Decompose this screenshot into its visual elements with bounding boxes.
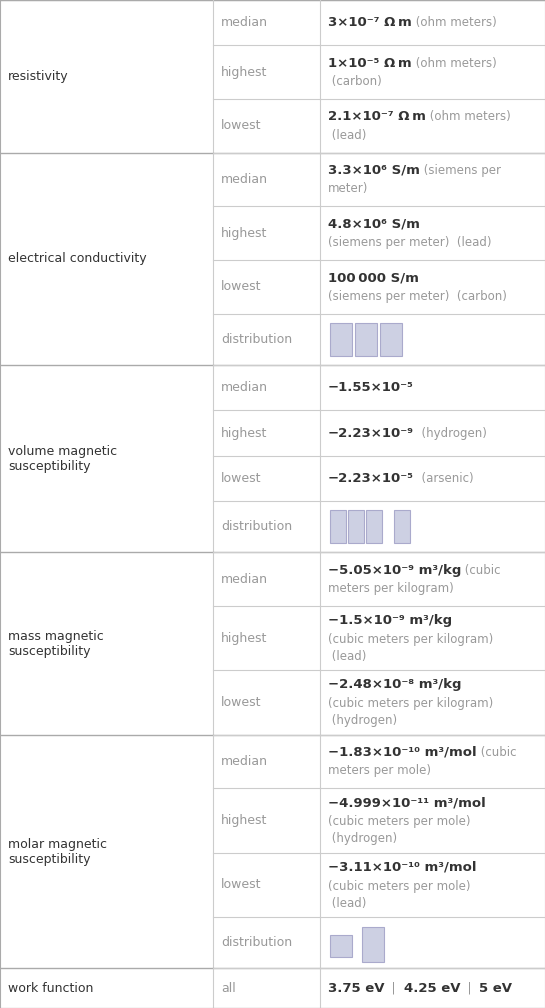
Text: (arsenic): (arsenic) (414, 472, 474, 485)
Text: −1.5×10⁻⁹ m³/kg: −1.5×10⁻⁹ m³/kg (328, 614, 452, 627)
Text: 3.3×10⁶ S/m: 3.3×10⁶ S/m (328, 164, 420, 177)
Text: highest: highest (221, 227, 268, 240)
Text: median: median (221, 573, 268, 586)
Text: 3.75 eV: 3.75 eV (328, 982, 385, 995)
Text: (siemens per: (siemens per (420, 164, 501, 177)
Text: (cubic: (cubic (477, 746, 516, 759)
Bar (394, 510, 410, 543)
Text: highest: highest (221, 426, 268, 439)
Text: (siemens per meter)  (lead): (siemens per meter) (lead) (328, 236, 492, 249)
Text: lowest: lowest (221, 280, 262, 293)
Text: −3.11×10⁻¹⁰ m³/mol: −3.11×10⁻¹⁰ m³/mol (328, 861, 476, 874)
Text: volume magnetic
susceptibility: volume magnetic susceptibility (8, 445, 117, 473)
Text: −2.23×10⁻⁹: −2.23×10⁻⁹ (328, 426, 414, 439)
Text: meter): meter) (328, 182, 368, 196)
Text: median: median (221, 755, 268, 768)
Text: (ohm meters): (ohm meters) (411, 56, 496, 70)
Text: (siemens per meter)  (carbon): (siemens per meter) (carbon) (328, 289, 507, 302)
Text: −2.23×10⁻⁵: −2.23×10⁻⁵ (328, 472, 414, 485)
Text: (cubic meters per kilogram): (cubic meters per kilogram) (328, 633, 493, 646)
Text: (cubic meters per mole): (cubic meters per mole) (328, 815, 470, 829)
Bar (362, 927, 384, 962)
Text: (ohm meters): (ohm meters) (426, 110, 511, 123)
Bar (348, 510, 364, 543)
Text: (lead): (lead) (328, 896, 366, 909)
Bar (355, 323, 377, 356)
Text: 2.1×10⁻⁷ Ω m: 2.1×10⁻⁷ Ω m (328, 110, 426, 123)
Bar (366, 510, 382, 543)
Text: distribution: distribution (221, 333, 292, 346)
Text: meters per kilogram): meters per kilogram) (328, 582, 454, 595)
Bar (330, 935, 352, 957)
Text: (cubic: (cubic (462, 563, 501, 577)
Text: molar magnetic
susceptibility: molar magnetic susceptibility (8, 838, 107, 866)
Text: lowest: lowest (221, 119, 262, 132)
Text: highest: highest (221, 814, 268, 828)
Text: lowest: lowest (221, 697, 262, 709)
Text: 4.8×10⁶ S/m: 4.8×10⁶ S/m (328, 218, 420, 231)
Text: 5 eV: 5 eV (479, 982, 512, 995)
Text: 4.25 eV: 4.25 eV (403, 982, 460, 995)
Text: (hydrogen): (hydrogen) (328, 714, 397, 727)
Bar (330, 323, 352, 356)
Text: (lead): (lead) (328, 128, 366, 141)
Text: (cubic meters per mole): (cubic meters per mole) (328, 880, 470, 893)
Text: lowest: lowest (221, 879, 262, 891)
Text: resistivity: resistivity (8, 70, 69, 83)
Text: distribution: distribution (221, 520, 292, 533)
Text: −4.999×10⁻¹¹ m³/mol: −4.999×10⁻¹¹ m³/mol (328, 796, 486, 809)
Text: (carbon): (carbon) (328, 75, 381, 88)
Text: −1.55×10⁻⁵: −1.55×10⁻⁵ (328, 381, 414, 394)
Text: −2.48×10⁻⁸ m³/kg: −2.48×10⁻⁸ m³/kg (328, 678, 462, 691)
Text: (ohm meters): (ohm meters) (412, 16, 496, 29)
Text: −1.83×10⁻¹⁰ m³/mol: −1.83×10⁻¹⁰ m³/mol (328, 746, 477, 759)
Text: |: | (385, 982, 403, 995)
Text: (lead): (lead) (328, 650, 366, 662)
Text: lowest: lowest (221, 472, 262, 485)
Text: median: median (221, 381, 268, 394)
Text: −5.05×10⁻⁹ m³/kg: −5.05×10⁻⁹ m³/kg (328, 563, 462, 577)
Text: 100 000 S/m: 100 000 S/m (328, 271, 419, 284)
Text: distribution: distribution (221, 936, 292, 950)
Text: |: | (460, 982, 479, 995)
Text: highest: highest (221, 66, 268, 79)
Text: (cubic meters per kilogram): (cubic meters per kilogram) (328, 698, 493, 711)
Text: median: median (221, 16, 268, 29)
Bar (330, 510, 346, 543)
Bar (380, 323, 402, 356)
Text: median: median (221, 173, 268, 186)
Text: all: all (221, 982, 236, 995)
Text: (hydrogen): (hydrogen) (328, 833, 397, 845)
Text: mass magnetic
susceptibility: mass magnetic susceptibility (8, 630, 104, 657)
Text: electrical conductivity: electrical conductivity (8, 252, 147, 265)
Text: highest: highest (221, 632, 268, 645)
Text: meters per mole): meters per mole) (328, 764, 431, 777)
Text: 1×10⁻⁵ Ω m: 1×10⁻⁵ Ω m (328, 56, 411, 70)
Text: 3×10⁻⁷ Ω m: 3×10⁻⁷ Ω m (328, 16, 412, 29)
Text: work function: work function (8, 982, 93, 995)
Text: (hydrogen): (hydrogen) (414, 426, 487, 439)
